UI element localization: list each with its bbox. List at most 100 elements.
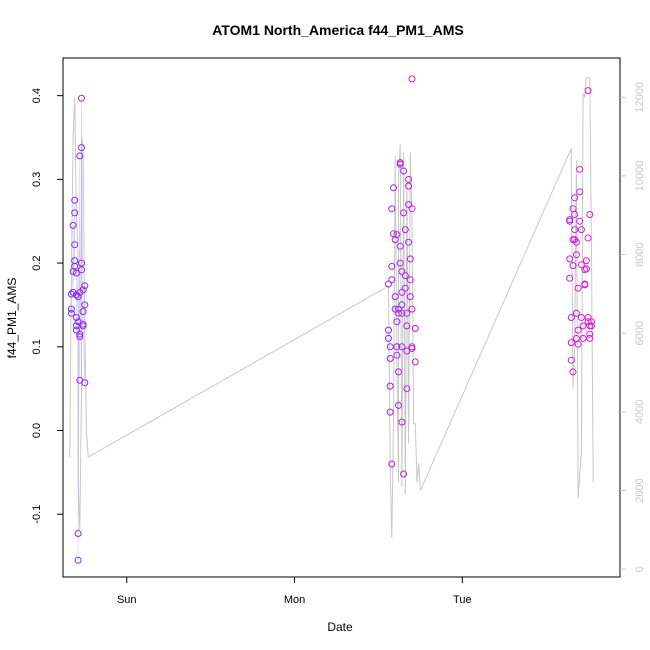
- data-point: [584, 87, 592, 95]
- data-point: [78, 259, 85, 267]
- data-point: [572, 238, 580, 246]
- data-point: [576, 217, 584, 225]
- data-point: [571, 194, 579, 202]
- data-point: [571, 226, 579, 234]
- data-point: [388, 262, 396, 270]
- data-point: [385, 326, 392, 334]
- data-points: [67, 75, 595, 564]
- data-point: [408, 305, 416, 313]
- data-point: [405, 238, 413, 246]
- data-point: [588, 322, 595, 330]
- data-point: [398, 343, 406, 351]
- data-point: [403, 385, 411, 393]
- x-tick-label: Sun: [117, 594, 137, 606]
- y2-tick-label: 8000: [634, 242, 646, 266]
- data-point: [577, 226, 585, 234]
- cluster-connector: [71, 98, 86, 561]
- data-point: [79, 322, 87, 330]
- data-point: [401, 272, 409, 280]
- y-axis-label: f44_PM1_AMS: [5, 278, 19, 359]
- data-point: [67, 290, 75, 298]
- data-point: [574, 326, 582, 334]
- data-point: [388, 460, 396, 468]
- data-point: [582, 265, 590, 273]
- data-point: [78, 266, 85, 274]
- data-point: [406, 293, 414, 301]
- data-point: [81, 379, 89, 387]
- data-point: [400, 167, 408, 175]
- data-point: [408, 205, 416, 213]
- x-axis-label: Date: [327, 620, 353, 634]
- x-tick-label: Tue: [453, 594, 472, 606]
- data-point: [588, 318, 595, 326]
- data-point: [569, 368, 577, 376]
- data-point: [567, 314, 575, 321]
- data-point: [71, 262, 79, 270]
- data-point: [388, 205, 396, 213]
- data-point: [76, 333, 84, 341]
- data-point: [393, 343, 401, 351]
- y-axis: -0.1 0.0 0.1 0.2 0.3 0.4: [31, 88, 63, 524]
- data-point: [408, 75, 416, 83]
- data-point: [403, 309, 411, 317]
- chart-title: ATOM1 North_America f44_PM1_AMS: [212, 22, 464, 38]
- y-tick-label: 0.2: [31, 255, 43, 270]
- data-point: [586, 330, 594, 338]
- data-point: [586, 211, 594, 218]
- data-point: [586, 334, 594, 342]
- data-point: [79, 308, 87, 316]
- data-point: [403, 322, 411, 330]
- y2-tick-label: 4000: [634, 400, 646, 424]
- data-point: [391, 305, 399, 313]
- data-point: [69, 221, 77, 229]
- data-point: [572, 251, 580, 259]
- data-point: [576, 165, 584, 173]
- data-point: [71, 209, 79, 217]
- data-point: [567, 356, 575, 364]
- data-point: [401, 226, 409, 234]
- y-tick-label: 0.4: [31, 88, 43, 103]
- data-point: [385, 334, 392, 342]
- data-point: [71, 196, 79, 204]
- data-point: [76, 288, 84, 296]
- data-point: [400, 470, 408, 478]
- data-point: [405, 201, 413, 208]
- y2-axis: 0 2000 4000 6000 8000 10000 12000: [620, 82, 646, 572]
- data-point: [395, 368, 402, 376]
- y2-tick-label: 10000: [634, 161, 646, 192]
- data-point: [396, 242, 404, 250]
- data-point: [574, 284, 582, 292]
- y2-tick-label: 2000: [634, 478, 646, 502]
- x-tick-label: Mon: [284, 594, 305, 606]
- data-point: [566, 274, 574, 282]
- data-point: [569, 205, 577, 213]
- data-point: [393, 318, 401, 326]
- data-point: [81, 301, 89, 309]
- data-point: [584, 314, 592, 321]
- y-tick-label: 0.3: [31, 172, 43, 187]
- data-point: [405, 182, 413, 190]
- data-point: [393, 231, 401, 239]
- data-point: [390, 184, 397, 192]
- y2-tick-label: 0: [634, 566, 646, 572]
- data-point: [579, 322, 587, 330]
- plot-frame: [62, 57, 621, 578]
- data-point: [74, 293, 82, 301]
- data-point: [576, 188, 584, 196]
- data-point: [572, 309, 580, 317]
- data-point: [81, 282, 89, 290]
- data-point: [76, 152, 84, 160]
- data-point: [395, 305, 402, 313]
- data-point: [566, 255, 574, 263]
- data-point: [398, 288, 406, 296]
- data-point: [584, 234, 592, 242]
- y-tick-label: -0.1: [31, 505, 43, 524]
- data-point: [396, 159, 404, 167]
- data-point: [395, 401, 402, 409]
- data-point: [391, 293, 399, 301]
- data-point: [398, 309, 406, 317]
- data-point: [67, 305, 75, 313]
- data-point: [569, 262, 577, 270]
- data-point: [72, 314, 80, 321]
